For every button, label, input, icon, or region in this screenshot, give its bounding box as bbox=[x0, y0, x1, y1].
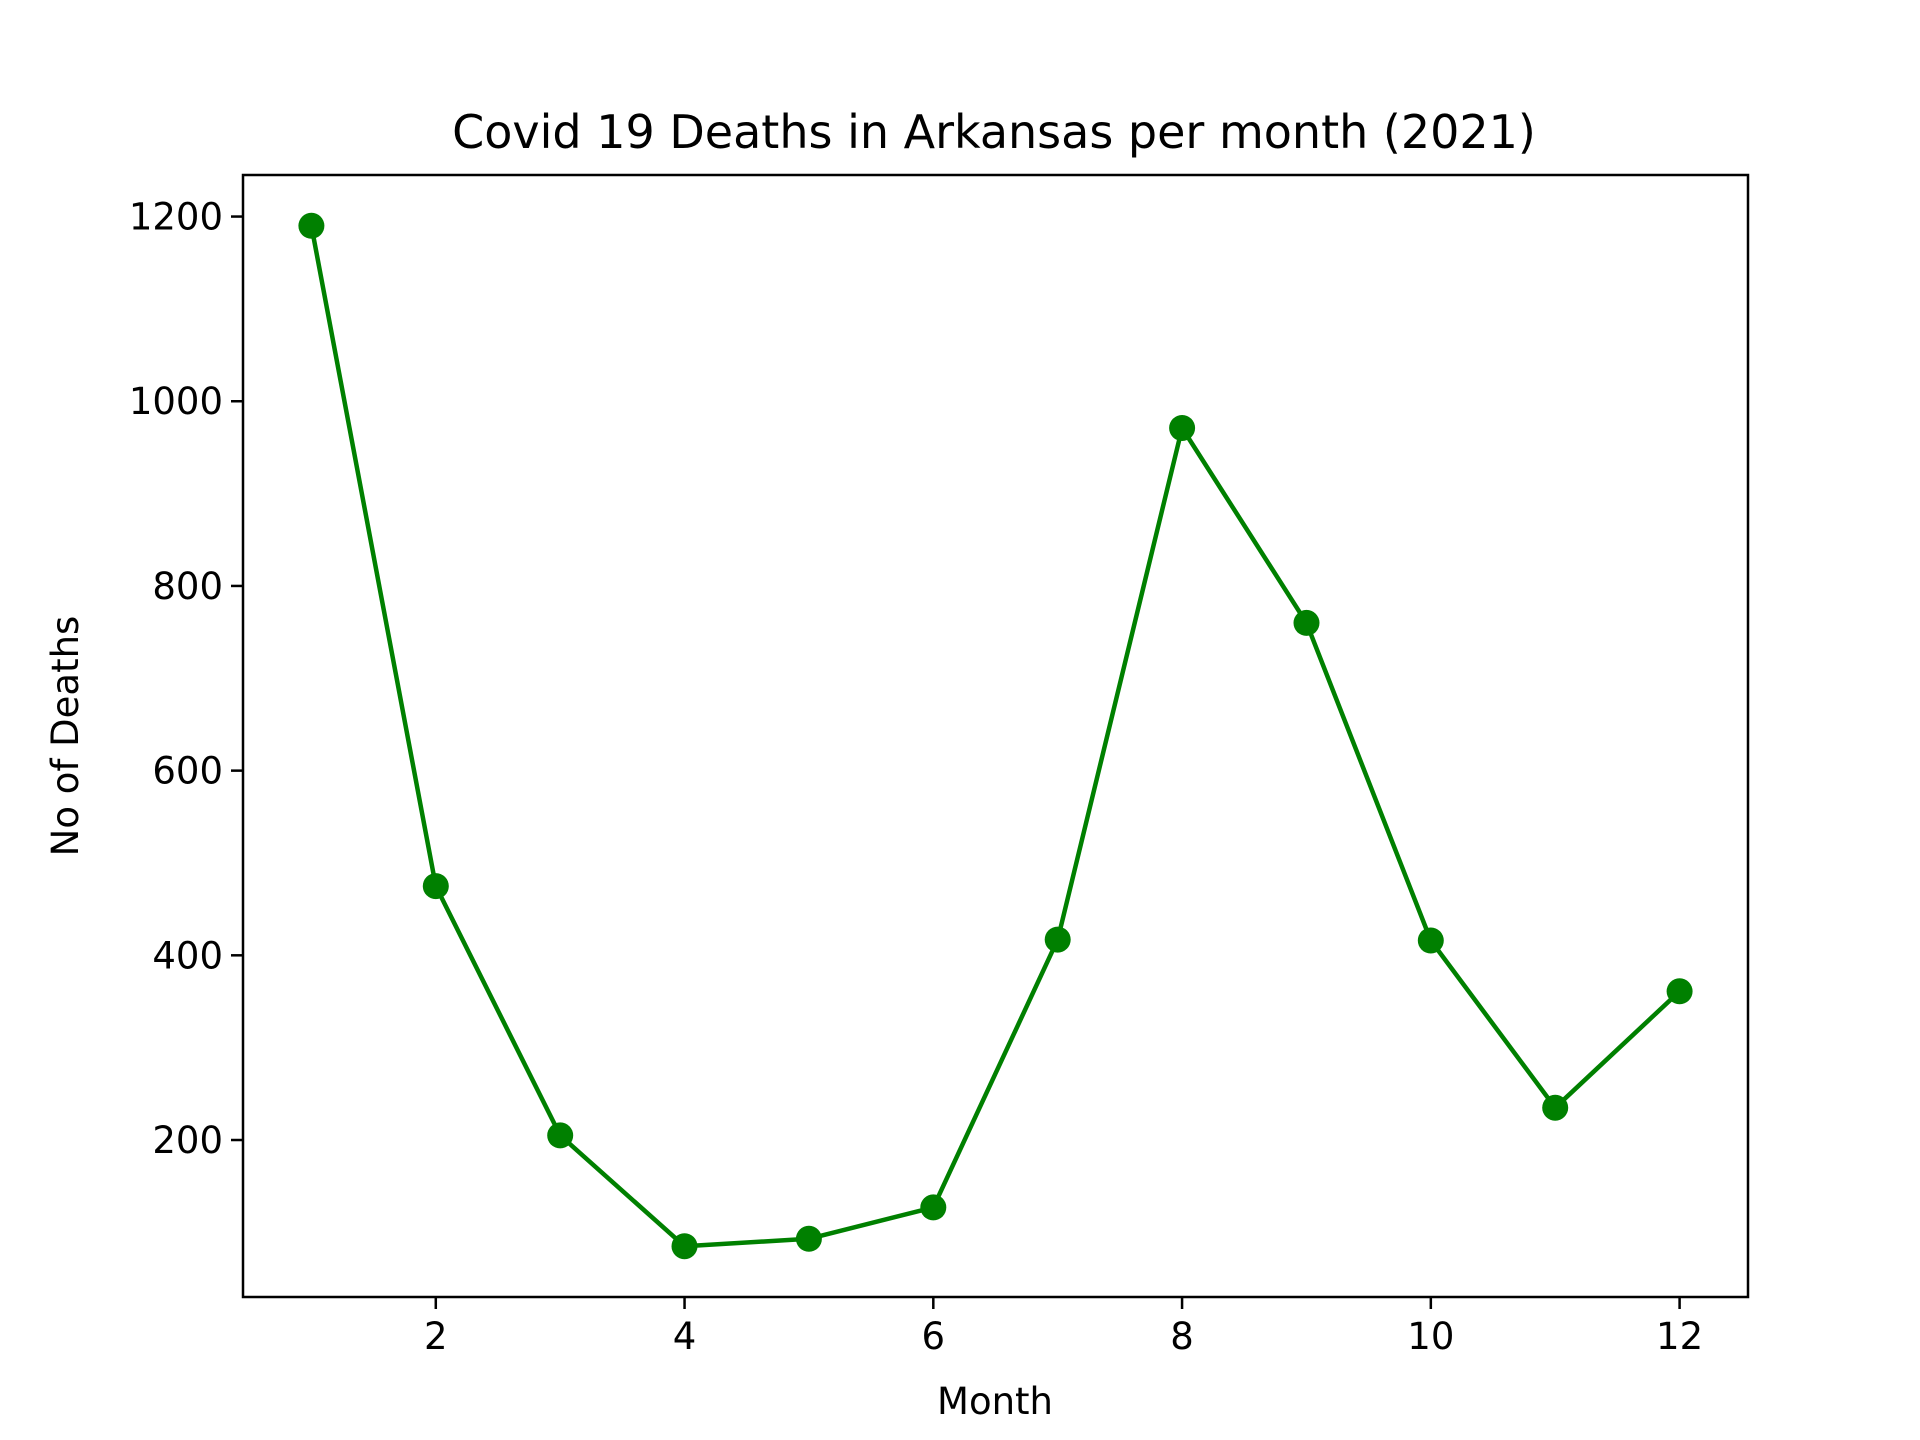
data-point bbox=[298, 212, 325, 239]
x-tick-label: 4 bbox=[673, 1315, 697, 1358]
data-point bbox=[547, 1122, 574, 1149]
y-tick-label: 800 bbox=[152, 565, 223, 608]
data-point bbox=[795, 1225, 822, 1252]
y-tick-label: 600 bbox=[152, 750, 223, 793]
x-tick-label: 8 bbox=[1170, 1315, 1194, 1358]
y-tick-label: 1200 bbox=[129, 196, 223, 239]
data-point bbox=[1542, 1094, 1569, 1121]
y-tick-label: 1000 bbox=[129, 380, 223, 423]
data-point bbox=[1293, 609, 1320, 636]
plot-area-frame bbox=[241, 173, 1750, 1299]
data-point bbox=[1044, 926, 1071, 953]
y-axis-ticks: 200 400 600 800 1000 1200 bbox=[129, 196, 243, 1162]
data-point bbox=[1417, 927, 1444, 954]
data-point bbox=[1169, 415, 1196, 441]
data-point bbox=[671, 1233, 698, 1260]
x-axis-ticks: 2 4 6 8 10 12 bbox=[424, 1297, 1703, 1358]
series-line bbox=[309, 223, 1682, 1249]
x-tick-label: 6 bbox=[922, 1315, 946, 1358]
chart-title: Covid 19 Deaths in Arkansas per month (2… bbox=[452, 105, 1536, 159]
x-tick-label: 12 bbox=[1656, 1315, 1703, 1358]
y-tick-label: 400 bbox=[152, 934, 223, 977]
data-point bbox=[1666, 978, 1693, 1005]
x-tick-label: 10 bbox=[1407, 1315, 1454, 1358]
x-tick-label: 2 bbox=[424, 1315, 448, 1358]
x-axis-label: Month bbox=[937, 1380, 1053, 1423]
data-point bbox=[422, 873, 449, 900]
series-markers bbox=[298, 212, 1693, 1260]
data-point bbox=[920, 1194, 947, 1221]
y-tick-label: 200 bbox=[152, 1119, 223, 1162]
y-axis-label: No of Deaths bbox=[44, 616, 87, 857]
